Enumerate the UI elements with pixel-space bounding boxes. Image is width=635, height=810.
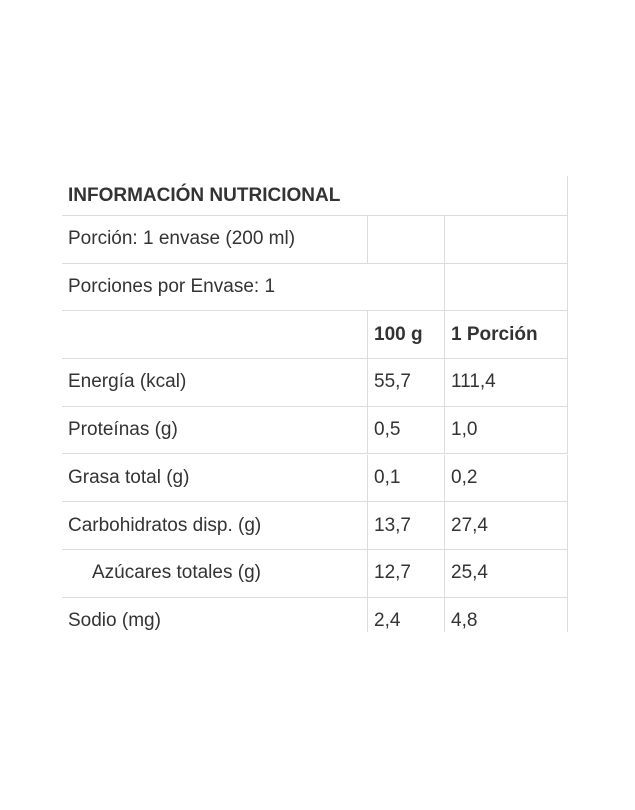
nutrient-row: Proteínas (g) 0,5 1,0 <box>62 406 568 455</box>
nutrient-value: 0,1 <box>368 454 445 502</box>
nutrient-name: Energía (kcal) <box>62 359 368 406</box>
servings-row: Porciones por Envase: 1 <box>62 263 568 312</box>
empty-cell <box>368 216 445 263</box>
column-header: 100 g <box>368 311 445 359</box>
serving-row: Porción: 1 envase (200 ml) <box>62 216 568 264</box>
nutrient-value: 0,2 <box>445 454 568 502</box>
nutrient-value: 111,4 <box>445 359 568 406</box>
nutrient-name: Proteínas (g) <box>62 406 368 454</box>
nutrient-row: Grasa total (g) 0,1 0,2 <box>62 454 568 503</box>
column-header: 1 Porción <box>445 311 568 359</box>
nutrient-name: Azúcares totales (g) <box>62 549 368 597</box>
nutrient-value: 0,5 <box>368 406 445 454</box>
empty-cell <box>445 216 568 263</box>
table-title: INFORMACIÓN NUTRICIONAL <box>62 176 568 215</box>
empty-cell <box>445 263 568 311</box>
nutrient-value: 27,4 <box>445 502 568 549</box>
nutrient-value: 55,7 <box>368 359 445 406</box>
nutrition-table: INFORMACIÓN NUTRICIONAL Porción: 1 envas… <box>62 176 568 632</box>
nutrient-row: Azúcares totales (g) 12,7 25,4 <box>62 549 568 598</box>
title-row: INFORMACIÓN NUTRICIONAL <box>62 176 568 216</box>
servings-per-container: Porciones por Envase: 1 <box>62 263 445 311</box>
nutrient-value: 25,4 <box>445 549 568 597</box>
nutrient-value: 2,4 <box>368 597 445 632</box>
nutrient-name: Sodio (mg) <box>62 597 368 632</box>
nutrient-value: 12,7 <box>368 549 445 597</box>
header-row: 100 g 1 Porción <box>62 311 568 360</box>
nutrient-row: Carbohidratos disp. (g) 13,7 27,4 <box>62 502 568 550</box>
nutrient-row: Energía (kcal) 55,7 111,4 <box>62 359 568 407</box>
nutrient-value: 13,7 <box>368 502 445 549</box>
nutrient-value: 4,8 <box>445 597 568 632</box>
nutrient-name: Carbohidratos disp. (g) <box>62 502 368 549</box>
empty-cell <box>62 311 368 359</box>
serving-size: Porción: 1 envase (200 ml) <box>62 216 368 263</box>
nutrient-name: Grasa total (g) <box>62 454 368 502</box>
nutrient-value: 1,0 <box>445 406 568 454</box>
nutrient-row: Sodio (mg) 2,4 4,8 <box>62 597 568 632</box>
